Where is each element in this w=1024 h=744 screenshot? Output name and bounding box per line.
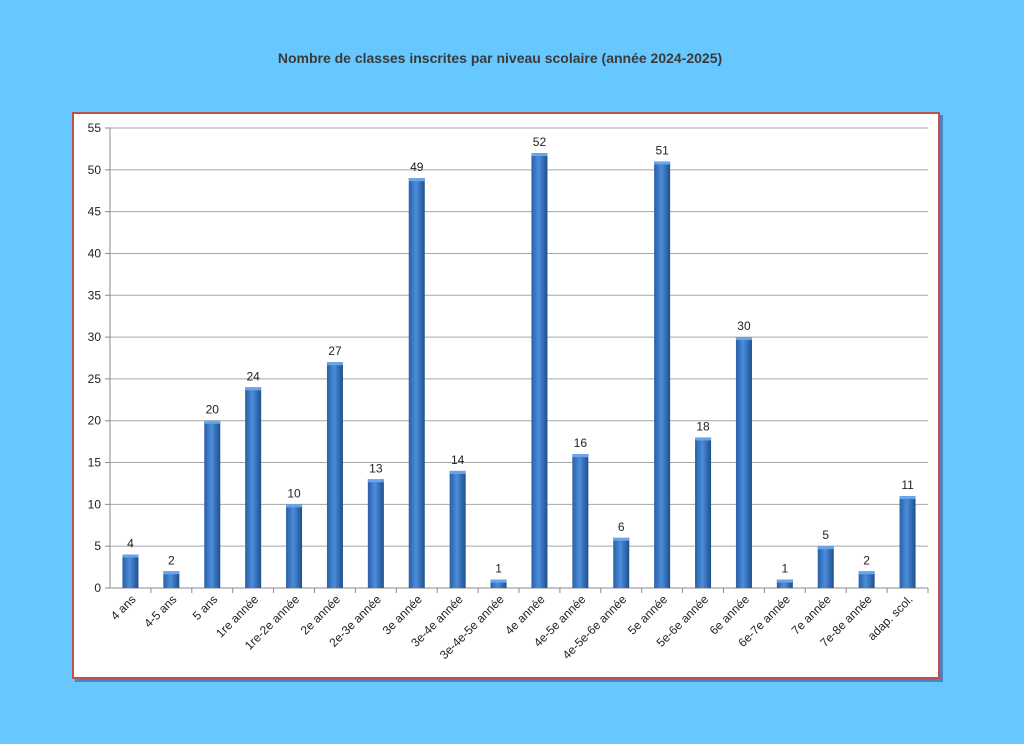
bar-top bbox=[572, 454, 589, 458]
data-label: 13 bbox=[369, 461, 383, 475]
y-tick-label: 10 bbox=[88, 497, 102, 511]
bar-top bbox=[286, 504, 303, 508]
data-label: 1 bbox=[782, 562, 789, 576]
bar bbox=[245, 387, 262, 588]
data-label: 16 bbox=[574, 436, 588, 450]
bar bbox=[286, 504, 303, 588]
data-label: 20 bbox=[206, 403, 220, 417]
bar bbox=[367, 479, 384, 588]
bar-top bbox=[735, 337, 752, 341]
plot-area: 4 2 20 24 10 27 13 49 14 1 52 16 6 51 18 30 1 5 2 11 0 5 10 15… bbox=[72, 112, 940, 679]
bar-top bbox=[899, 496, 916, 499]
bar-top bbox=[776, 579, 793, 583]
y-tick-label: 35 bbox=[88, 288, 102, 302]
bar bbox=[449, 470, 466, 588]
gridlines bbox=[110, 127, 928, 547]
y-tick-label: 50 bbox=[88, 163, 102, 177]
y-tick-label: 15 bbox=[88, 456, 102, 470]
data-label: 4 bbox=[127, 537, 134, 551]
y-tick-label: 20 bbox=[88, 414, 102, 428]
bar-top bbox=[613, 537, 630, 541]
bar-top bbox=[163, 571, 180, 575]
bar bbox=[531, 153, 548, 588]
x-tick-label: 4-5 ans bbox=[141, 592, 179, 630]
bar bbox=[817, 546, 834, 588]
data-label: 14 bbox=[451, 453, 465, 467]
bar-top bbox=[654, 161, 671, 165]
bar-top bbox=[367, 479, 384, 483]
data-label: 24 bbox=[246, 369, 260, 383]
y-tick-labels: 0 5 10 15 20 25 30 35 40 45 50 55 bbox=[88, 121, 102, 595]
data-label: 2 bbox=[168, 553, 175, 567]
x-tick-label: 4 ans bbox=[108, 592, 139, 623]
bar bbox=[776, 579, 793, 588]
bar bbox=[613, 537, 630, 588]
data-label: 5 bbox=[822, 528, 829, 542]
y-tick-label: 5 bbox=[94, 539, 101, 553]
data-label: 18 bbox=[696, 419, 710, 433]
bar-top bbox=[408, 178, 425, 182]
bar bbox=[654, 161, 671, 589]
bar bbox=[490, 579, 507, 588]
data-label: 11 bbox=[901, 478, 914, 492]
data-label: 30 bbox=[737, 319, 751, 333]
data-label: 27 bbox=[328, 344, 342, 358]
chart-title: Nombre de classes inscrites par niveau s… bbox=[277, 50, 723, 66]
bar-top bbox=[204, 420, 221, 424]
y-tick-label: 25 bbox=[88, 372, 102, 386]
bar-top bbox=[122, 554, 139, 558]
data-label: 1 bbox=[495, 562, 502, 576]
data-label: 6 bbox=[618, 520, 625, 534]
x-tick-label: 5 ans bbox=[190, 592, 221, 623]
bar bbox=[163, 571, 180, 588]
bar-top bbox=[326, 362, 343, 366]
data-label: 10 bbox=[287, 486, 301, 500]
axes bbox=[105, 127, 929, 593]
y-tick-label: 55 bbox=[88, 121, 102, 135]
bars bbox=[122, 153, 916, 589]
y-tick-label: 40 bbox=[88, 246, 102, 260]
bar-top bbox=[817, 546, 834, 550]
bar bbox=[899, 496, 916, 588]
bar bbox=[408, 178, 425, 588]
bar-top bbox=[858, 571, 875, 575]
bar bbox=[204, 420, 221, 588]
data-label: 52 bbox=[533, 135, 547, 149]
bar-top bbox=[531, 153, 548, 157]
y-tick-label: 45 bbox=[88, 205, 102, 219]
data-label: 51 bbox=[655, 143, 669, 157]
bar bbox=[326, 362, 343, 588]
y-tick-label: 0 bbox=[94, 581, 101, 595]
bar bbox=[122, 554, 139, 588]
bar-top bbox=[245, 387, 262, 391]
bar bbox=[735, 337, 752, 588]
data-label: 49 bbox=[410, 160, 424, 174]
bar-top bbox=[449, 470, 466, 474]
y-tick-label: 30 bbox=[88, 330, 102, 344]
bar-top bbox=[490, 579, 507, 583]
data-label: 2 bbox=[863, 553, 870, 567]
bar bbox=[695, 437, 712, 588]
bar bbox=[572, 454, 589, 588]
bar-top bbox=[695, 437, 712, 441]
bar bbox=[858, 571, 875, 588]
